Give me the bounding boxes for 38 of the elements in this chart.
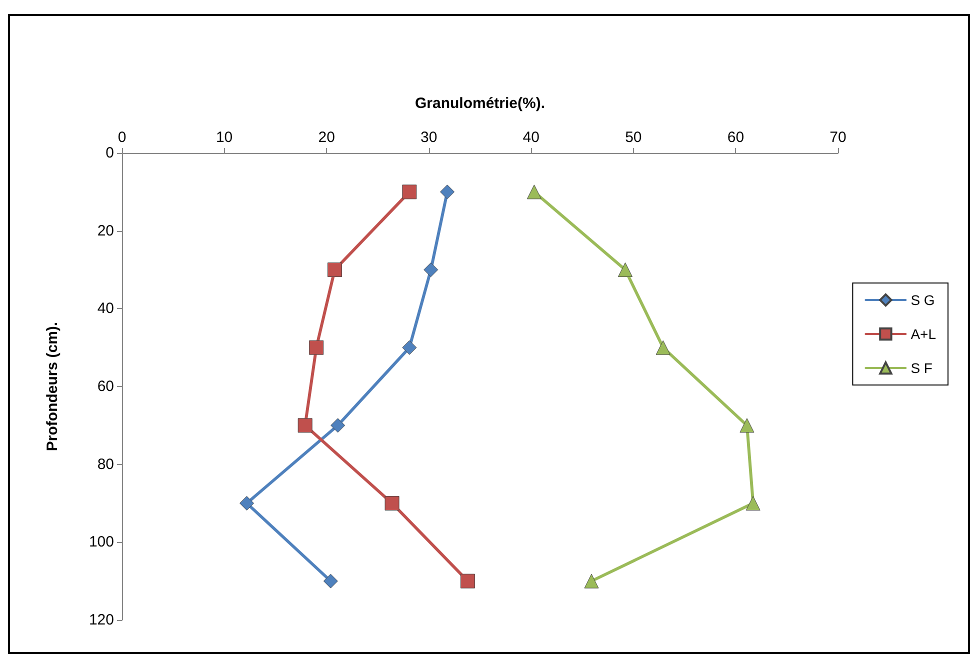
x-tick-label: 70 [830,129,846,146]
point [402,184,417,200]
point [656,340,670,355]
y-axis-title: Profondeurs (cm). [44,322,61,452]
y-tick-label: 20 [97,222,114,240]
point [402,340,417,355]
point [440,184,455,200]
y-tick-label: 80 [97,456,114,473]
point [309,340,324,355]
y-tick-label: 40 [97,300,114,318]
legend-label: S F [910,360,932,376]
point [460,574,475,588]
point [298,418,312,433]
y-tick-label: 120 [88,612,114,628]
x-tick-label: 50 [625,129,642,146]
x-tick-label: 60 [727,129,744,146]
x-axis-title: Granulométrie(%). [414,95,546,112]
x-tick-label: 20 [318,129,335,146]
x-tick-label: 30 [420,129,438,146]
point [740,418,754,433]
point [323,574,338,588]
point [618,262,632,277]
point [328,262,342,277]
x-tick-label: 10 [216,129,233,146]
y-tick-label: 60 [97,378,114,395]
point [330,418,346,433]
x-tick-label: 40 [522,129,540,146]
point [424,262,438,277]
point [526,184,542,200]
point [384,496,400,510]
point [584,574,599,588]
legend-label: A+L [910,326,936,342]
y-tick-label: 100 [88,534,114,551]
x-tick-label: 0 [118,129,126,146]
point [746,496,760,510]
point [240,496,254,510]
y-tick-label: 0 [106,144,114,162]
legend-label: S G [910,292,935,308]
